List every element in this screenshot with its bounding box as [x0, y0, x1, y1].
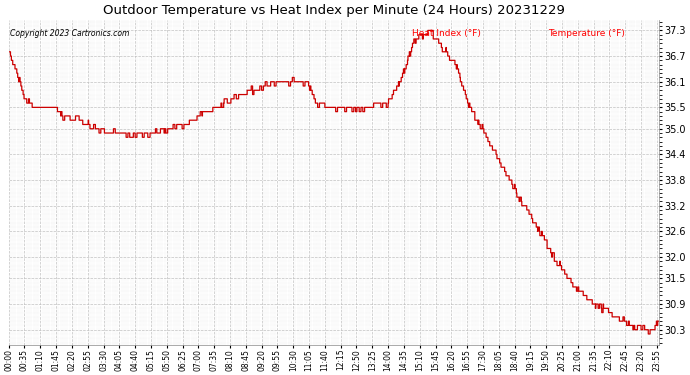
Text: Heat Index (°F): Heat Index (°F)	[412, 30, 480, 39]
Title: Outdoor Temperature vs Heat Index per Minute (24 Hours) 20231229: Outdoor Temperature vs Heat Index per Mi…	[103, 4, 564, 17]
Text: Temperature (°F): Temperature (°F)	[548, 30, 625, 39]
Text: Copyright 2023 Cartronics.com: Copyright 2023 Cartronics.com	[10, 30, 129, 39]
